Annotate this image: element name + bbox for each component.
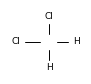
Text: H: H xyxy=(46,63,53,72)
Text: H: H xyxy=(73,37,80,47)
Text: Cl: Cl xyxy=(12,37,21,47)
Text: Cl: Cl xyxy=(45,12,54,21)
